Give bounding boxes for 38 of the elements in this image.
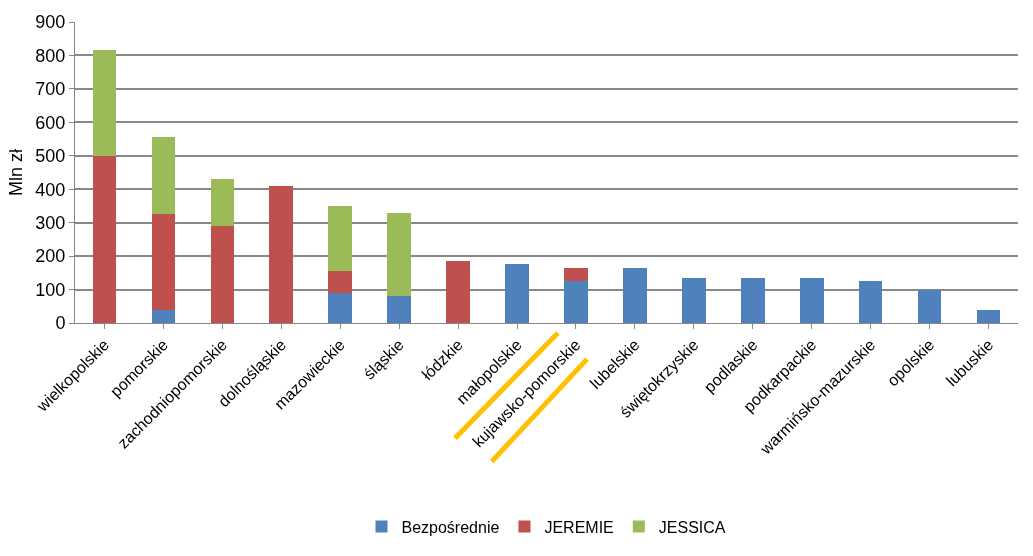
y-tick-label: 0 [55, 313, 66, 334]
bar [682, 277, 706, 323]
bar [505, 264, 529, 323]
y-tick-label: 900 [35, 12, 66, 33]
y-tick-label: 400 [35, 179, 66, 200]
bar [151, 214, 176, 310]
bar [623, 267, 647, 323]
bar [92, 155, 117, 323]
bar [564, 267, 588, 282]
y-tick-label: 500 [35, 146, 66, 167]
bar [446, 261, 470, 323]
bar [799, 277, 824, 323]
y-tick-label: 200 [35, 246, 66, 267]
bar [387, 212, 411, 297]
y-tick-label: 100 [35, 279, 66, 300]
legend-label: Bezpośrednie [401, 518, 500, 536]
legend-label: JEREMIE [544, 518, 614, 536]
y-tick-label: 300 [35, 212, 66, 233]
bar [269, 185, 294, 323]
bar [917, 289, 942, 323]
bar [387, 296, 411, 323]
bar [328, 292, 353, 323]
bar [210, 226, 235, 323]
bar [92, 50, 117, 156]
bar [564, 281, 588, 323]
bar [328, 271, 353, 293]
bar [151, 309, 176, 323]
bar [976, 309, 1001, 323]
bar [740, 277, 765, 323]
legend-label: JESSICA [658, 518, 726, 536]
bar [210, 179, 235, 227]
y-tick-label: 700 [35, 79, 66, 100]
bar [151, 137, 176, 215]
bar [858, 281, 883, 323]
bar [328, 205, 353, 272]
y-tick-label: 600 [35, 112, 66, 133]
y-axis-title: Mln zł [5, 148, 26, 197]
y-tick-label: 800 [35, 45, 66, 66]
